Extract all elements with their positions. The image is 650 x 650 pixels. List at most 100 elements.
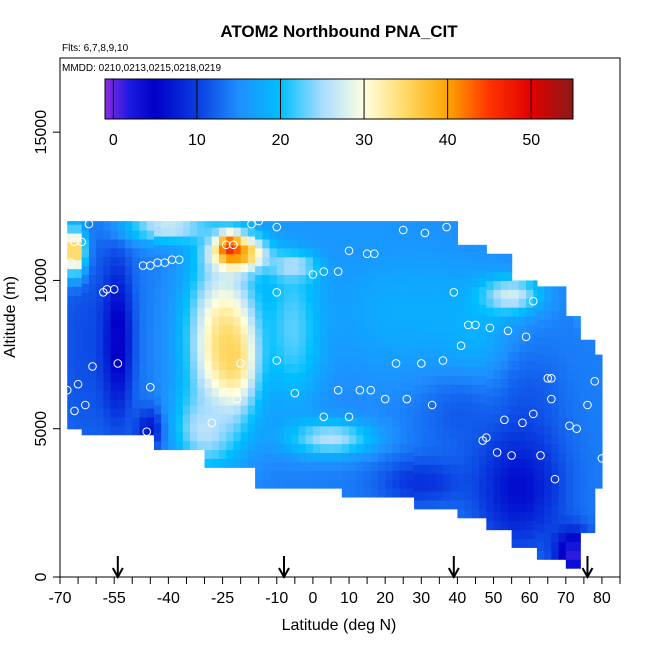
curtain-cell bbox=[511, 387, 520, 397]
curtain-cell bbox=[457, 313, 466, 323]
curtain-cell bbox=[508, 324, 513, 335]
curtain-cell bbox=[385, 265, 393, 276]
colorbar-gradient bbox=[104, 78, 574, 120]
curtain-cell bbox=[399, 247, 408, 258]
curtain-cell bbox=[88, 363, 97, 373]
curtain-cell bbox=[544, 390, 552, 400]
curtain-cell bbox=[218, 422, 227, 433]
curtain-cell bbox=[269, 238, 278, 249]
curtain-cell bbox=[276, 452, 285, 462]
curtain-cell bbox=[385, 274, 393, 284]
curtain-cell bbox=[486, 485, 495, 495]
curtain-cell bbox=[565, 425, 574, 436]
curtain-cell bbox=[511, 298, 520, 308]
curtain-cell bbox=[305, 238, 314, 249]
curtain-cell bbox=[442, 410, 451, 421]
curtain-cell bbox=[594, 354, 603, 365]
curtain-cell bbox=[558, 532, 567, 543]
curtain-cell bbox=[518, 502, 527, 513]
curtain-cell bbox=[312, 470, 321, 480]
curtain-cell bbox=[327, 292, 336, 302]
curtain-cell bbox=[247, 316, 256, 326]
curtain-cell bbox=[406, 470, 415, 480]
sample-point bbox=[482, 433, 491, 442]
curtain-cell bbox=[573, 523, 581, 534]
curtain-cell bbox=[414, 330, 422, 341]
curtain-cell bbox=[218, 404, 227, 415]
curtain-cell bbox=[464, 313, 473, 323]
curtain-cell bbox=[291, 461, 300, 471]
curtain-cell bbox=[139, 292, 148, 302]
curtain-cell bbox=[363, 327, 372, 338]
curtain-cell bbox=[536, 416, 545, 427]
curtain-cell bbox=[486, 280, 495, 290]
curtain-cell bbox=[464, 437, 473, 448]
curtain-cell bbox=[421, 339, 430, 350]
curtain-cell bbox=[175, 378, 184, 388]
curtain-cell bbox=[168, 387, 177, 397]
curtain-cell bbox=[457, 428, 466, 439]
curtain-cell bbox=[153, 316, 162, 326]
curtain-cell bbox=[435, 419, 444, 430]
curtain-cell bbox=[392, 407, 401, 418]
curtain-cell bbox=[377, 318, 386, 329]
curtain-cell bbox=[139, 363, 148, 373]
curtain-cell bbox=[551, 425, 560, 436]
curtain-cell bbox=[211, 227, 220, 237]
curtain-cell bbox=[132, 221, 141, 231]
curtain-cell bbox=[442, 419, 451, 430]
curtain-cell bbox=[565, 327, 574, 338]
curtain-cell bbox=[442, 499, 451, 510]
curtain-cell bbox=[544, 479, 552, 489]
curtain-cell bbox=[255, 318, 263, 329]
curtain-cell bbox=[526, 307, 534, 317]
curtain-cell bbox=[435, 473, 444, 483]
curtain-cell bbox=[182, 422, 191, 433]
curtain-cell bbox=[479, 366, 487, 376]
curtain-cell bbox=[370, 399, 379, 409]
dates-subtitle: MMDD: 0210,0213,0215,0218,0219 bbox=[62, 63, 221, 74]
curtain-cell bbox=[175, 422, 184, 433]
curtain-cell bbox=[197, 221, 206, 228]
curtain-cell bbox=[385, 461, 393, 471]
curtain-cell bbox=[175, 431, 184, 442]
curtain-cell bbox=[471, 313, 480, 323]
curtain-cell bbox=[558, 416, 567, 427]
curtain-cell bbox=[377, 221, 386, 231]
curtain-cell bbox=[161, 221, 169, 228]
curtain-cell bbox=[363, 407, 372, 418]
curtain-cell bbox=[558, 381, 567, 391]
curtain-cell bbox=[457, 446, 466, 457]
curtain-cell bbox=[587, 488, 596, 498]
curtain-cell bbox=[334, 363, 343, 373]
curtain-cell bbox=[218, 298, 227, 308]
curtain-cell bbox=[168, 221, 177, 228]
curtain-cell bbox=[125, 399, 133, 409]
curtain-cell bbox=[508, 404, 513, 415]
curtain-cell bbox=[327, 327, 336, 338]
curtain-cell bbox=[414, 428, 422, 439]
curtain-cell bbox=[551, 318, 560, 329]
curtain-cell bbox=[533, 485, 538, 495]
curtain-cell bbox=[544, 443, 552, 454]
sample-point bbox=[420, 228, 430, 238]
curtain-cell bbox=[153, 227, 162, 237]
curtain-cell bbox=[486, 342, 495, 353]
curtain-cell bbox=[573, 541, 581, 551]
curtain-cell bbox=[421, 321, 430, 332]
curtain-cell bbox=[471, 330, 480, 341]
curtain-cell bbox=[551, 434, 560, 445]
curtain-cell bbox=[565, 532, 574, 543]
curtain-cell bbox=[125, 416, 133, 427]
curtain-cell bbox=[370, 265, 379, 276]
curtain-cell bbox=[132, 390, 141, 400]
curtain-cell bbox=[327, 425, 336, 436]
curtain-cell bbox=[377, 247, 386, 258]
curtain-cell bbox=[479, 499, 487, 510]
curtain-cell bbox=[526, 485, 534, 495]
curtain-cell bbox=[511, 324, 520, 335]
curtain-cell bbox=[320, 301, 328, 311]
curtain-cell bbox=[312, 390, 321, 400]
curtain-cell bbox=[132, 301, 141, 311]
curtain-cell bbox=[74, 348, 83, 359]
